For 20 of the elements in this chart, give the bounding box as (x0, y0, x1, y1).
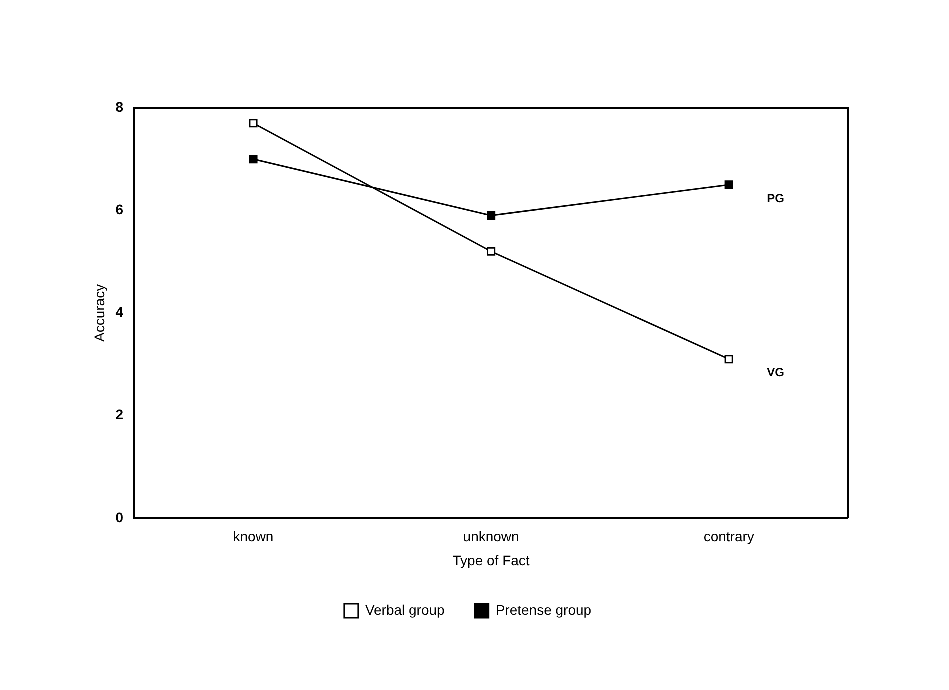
point (724, 180, 734, 190)
y-axis-title: Accuracy (91, 284, 108, 342)
annotation: PG (767, 191, 784, 206)
x-tick-label: contrary (704, 528, 754, 545)
point (487, 211, 496, 220)
legend-label: Pretense group (496, 602, 592, 618)
legend-label: Verbal group (365, 602, 446, 618)
y-tick-label: 2 (116, 406, 124, 423)
point (487, 247, 496, 256)
y-tick-label: 0 (116, 509, 124, 526)
x-tick-label: unknown (463, 528, 520, 545)
point (249, 155, 258, 164)
y-tick-label: 8 (116, 98, 124, 115)
x-axis-title: Type of Fact (452, 552, 530, 568)
point (249, 119, 258, 128)
y-tick-label: 4 (116, 304, 124, 320)
point (724, 355, 734, 364)
x-tick-label: known (233, 528, 274, 545)
y-tick-label: 6 (116, 201, 124, 218)
annotation: VG (767, 366, 784, 380)
